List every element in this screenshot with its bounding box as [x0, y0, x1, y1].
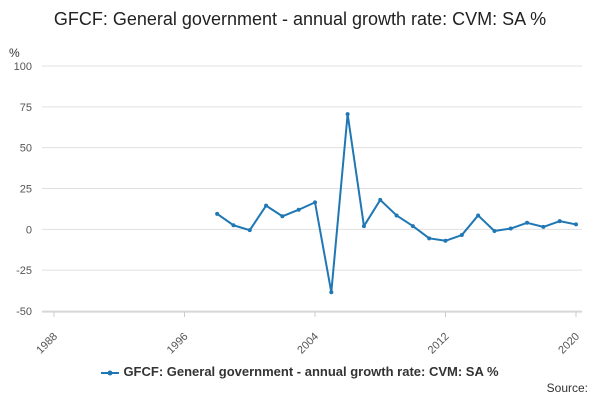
legend-swatch-icon: [101, 370, 120, 376]
x-tick-label: 2004: [295, 331, 321, 357]
y-tick-label: 25: [20, 184, 32, 196]
data-point[interactable]: [476, 213, 481, 218]
data-point[interactable]: [264, 203, 269, 208]
legend-label: GFCF: General government - annual growth…: [123, 364, 499, 379]
x-tick-label: 1996: [165, 331, 191, 357]
data-point[interactable]: [557, 219, 562, 224]
data-point[interactable]: [329, 290, 334, 295]
data-point[interactable]: [443, 238, 448, 243]
series-line: [216, 113, 577, 294]
data-point[interactable]: [378, 197, 383, 202]
data-point[interactable]: [231, 223, 236, 228]
x-tick-label: 1988: [34, 331, 60, 357]
axes: 100 75 50 25 0 -25 -50 1988 1996 2004 2012 2020: [14, 61, 582, 356]
y-tick-label: 0: [26, 224, 32, 236]
data-point[interactable]: [215, 211, 220, 216]
chart-title: GFCF: General government - annual growth…: [53, 9, 547, 29]
data-point[interactable]: [492, 228, 497, 233]
data-point[interactable]: [280, 214, 285, 219]
x-tick-label: 2012: [426, 331, 452, 357]
data-point[interactable]: [459, 233, 464, 238]
data-point[interactable]: [410, 224, 415, 229]
data-point[interactable]: [345, 112, 350, 117]
data-point[interactable]: [541, 224, 546, 229]
data-point[interactable]: [313, 200, 317, 205]
data-point[interactable]: [296, 207, 301, 212]
data-point[interactable]: [574, 222, 578, 227]
data-point[interactable]: [361, 224, 366, 229]
y-tick-label: -50: [16, 306, 32, 318]
gridlines: [42, 65, 582, 312]
data-point[interactable]: [427, 236, 432, 241]
y-tick-label: 50: [20, 143, 32, 155]
data-point[interactable]: [394, 213, 399, 218]
y-tick-label: -25: [16, 265, 32, 277]
y-tick-label: 75: [20, 102, 32, 114]
data-point[interactable]: [508, 226, 513, 231]
y-tick-label: 100: [14, 61, 32, 73]
series-layer: [215, 112, 578, 295]
data-point[interactable]: [247, 228, 252, 233]
x-tick-label: 2020: [556, 331, 582, 357]
source-label: Source:: [546, 381, 588, 395]
y-axis-unit-label: %: [9, 46, 20, 60]
data-point[interactable]: [525, 220, 530, 225]
legend: GFCF: General government - annual growth…: [0, 364, 600, 379]
